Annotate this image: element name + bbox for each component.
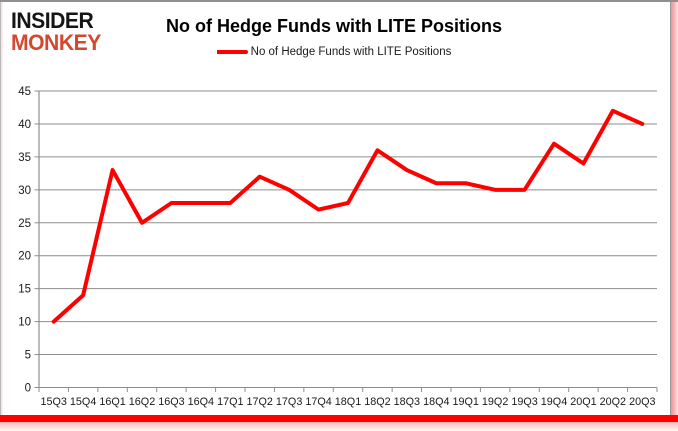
y-tick-label: 5 [25, 350, 31, 362]
x-tick-label: 18Q3 [394, 396, 420, 408]
x-tick-label: 18Q1 [335, 396, 361, 408]
bottom-shadow-fade [0, 422, 678, 431]
x-tick-label: 16Q2 [129, 396, 155, 408]
legend-line-marker-icon [216, 50, 248, 54]
logo-text-monkey: MONKEY [11, 30, 101, 56]
x-tick-label: 19Q4 [541, 396, 567, 408]
y-tick-label: 10 [18, 317, 31, 329]
x-tick-label: 19Q2 [482, 396, 508, 408]
bottom-red-bar [0, 415, 678, 422]
y-tick-label: 35 [18, 152, 31, 164]
x-tick-label: 16Q3 [158, 396, 184, 408]
left-edge-tint [0, 2, 3, 431]
x-tick-label: 17Q4 [305, 396, 331, 408]
x-tick-label: 18Q2 [364, 396, 390, 408]
right-edge-shadow [670, 2, 678, 431]
x-tick-label: 15Q3 [41, 396, 67, 408]
x-tick-label: 17Q2 [247, 396, 273, 408]
y-tick-label: 30 [18, 185, 31, 197]
series-line [51, 108, 645, 324]
insider-monkey-logo: INSIDER MONKEY [11, 8, 105, 56]
chart-header: No of Hedge Funds with LITE Positions No… [0, 16, 668, 58]
x-tick-label: 15Q4 [70, 396, 96, 408]
x-tick-label: 19Q3 [511, 396, 537, 408]
chart-legend: No of Hedge Funds with LITE Positions [0, 46, 668, 58]
legend-label: No of Hedge Funds with LITE Positions [250, 46, 452, 58]
y-tick-label: 40 [18, 119, 31, 131]
x-tick-label: 19Q1 [453, 396, 479, 408]
logo-text-insider: INSIDER [11, 8, 94, 33]
x-tick-label: 20Q2 [600, 396, 626, 408]
x-tick-label: 17Q1 [217, 396, 243, 408]
y-tick-label: 25 [18, 218, 31, 230]
x-tick-label: 20Q1 [570, 396, 596, 408]
y-tick-label: 20 [18, 251, 31, 263]
y-tick-label: 0 [25, 383, 31, 395]
y-tick-label: 15 [18, 284, 31, 296]
x-tick-label: 16Q1 [99, 396, 125, 408]
y-tick-label: 45 [18, 86, 31, 98]
x-tick-label: 18Q4 [423, 396, 449, 408]
chart-title: No of Hedge Funds with LITE Positions [166, 16, 502, 36]
x-tick-label: 20Q3 [629, 396, 655, 408]
x-tick-label: 17Q3 [276, 396, 302, 408]
x-tick-label: 16Q4 [188, 396, 214, 408]
